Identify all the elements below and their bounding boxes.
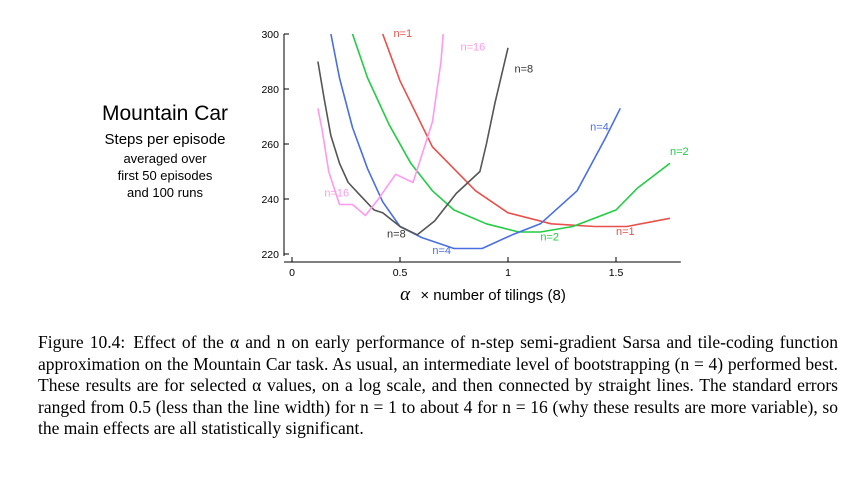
- series-line-n-2: [351, 33, 671, 233]
- x-axis-label: α × number of tilings (8): [400, 284, 566, 305]
- series-label-n-16: n=16: [460, 42, 485, 54]
- chart-title-block: Mountain Car Steps per episode averaged …: [60, 100, 270, 201]
- series-label-n-2: n=2: [670, 146, 689, 158]
- x-tick-label: 0.5: [393, 267, 408, 279]
- figure-caption: Figure 10.4: Effect of the α and n on ea…: [38, 332, 838, 440]
- chart-subtitle: Steps per episode: [104, 131, 226, 148]
- chart-note-line-1: averaged over: [123, 151, 207, 166]
- series-line-n-4: [330, 33, 622, 250]
- chart-note-line-2: first 50 episodes: [117, 168, 213, 183]
- series-label-n-1: n=1: [394, 28, 413, 40]
- series-line-n-8: [317, 47, 509, 236]
- series-label-n-8: n=8: [514, 64, 533, 76]
- y-tick-label: 220: [261, 249, 279, 261]
- x-axis-label-symbol: α: [400, 284, 411, 305]
- chart-series: [317, 33, 671, 250]
- series-label-n-8: n=8: [387, 229, 406, 241]
- x-axis-label-text: × number of tilings (8): [420, 287, 565, 304]
- series-line-n-16: [317, 33, 444, 217]
- caption-text: Effect of the α and n on early performan…: [38, 332, 838, 438]
- y-tick-label: 280: [261, 84, 279, 96]
- y-tick-label: 300: [261, 29, 279, 41]
- y-tick-label: 240: [261, 194, 279, 206]
- figure-label: Figure 10.4:: [38, 332, 126, 352]
- series-label-n-4: n=4: [590, 121, 609, 133]
- series-label-n-2: n=2: [540, 231, 559, 243]
- x-tick-label: 1: [505, 267, 511, 279]
- x-tick-label: 1.5: [609, 267, 624, 279]
- series-label-n-4: n=4: [432, 245, 451, 257]
- chart-note-line-3: and 100 runs: [127, 185, 203, 200]
- chart-axes: 220 240 260 280 300 0 0.5 1 1.5: [261, 29, 681, 279]
- series-label-n-1: n=1: [616, 226, 635, 238]
- y-tick-label: 260: [261, 139, 279, 151]
- x-tick-label: 0: [289, 267, 295, 279]
- series-line-n-1: [381, 33, 671, 228]
- chart-title: Mountain Car: [101, 102, 229, 125]
- chart-line-labels: n=1 n=1 n=2 n=2 n=4 n=4 n=8 n=8 n=16 n=16: [324, 28, 688, 257]
- series-label-n-16: n=16: [324, 187, 349, 199]
